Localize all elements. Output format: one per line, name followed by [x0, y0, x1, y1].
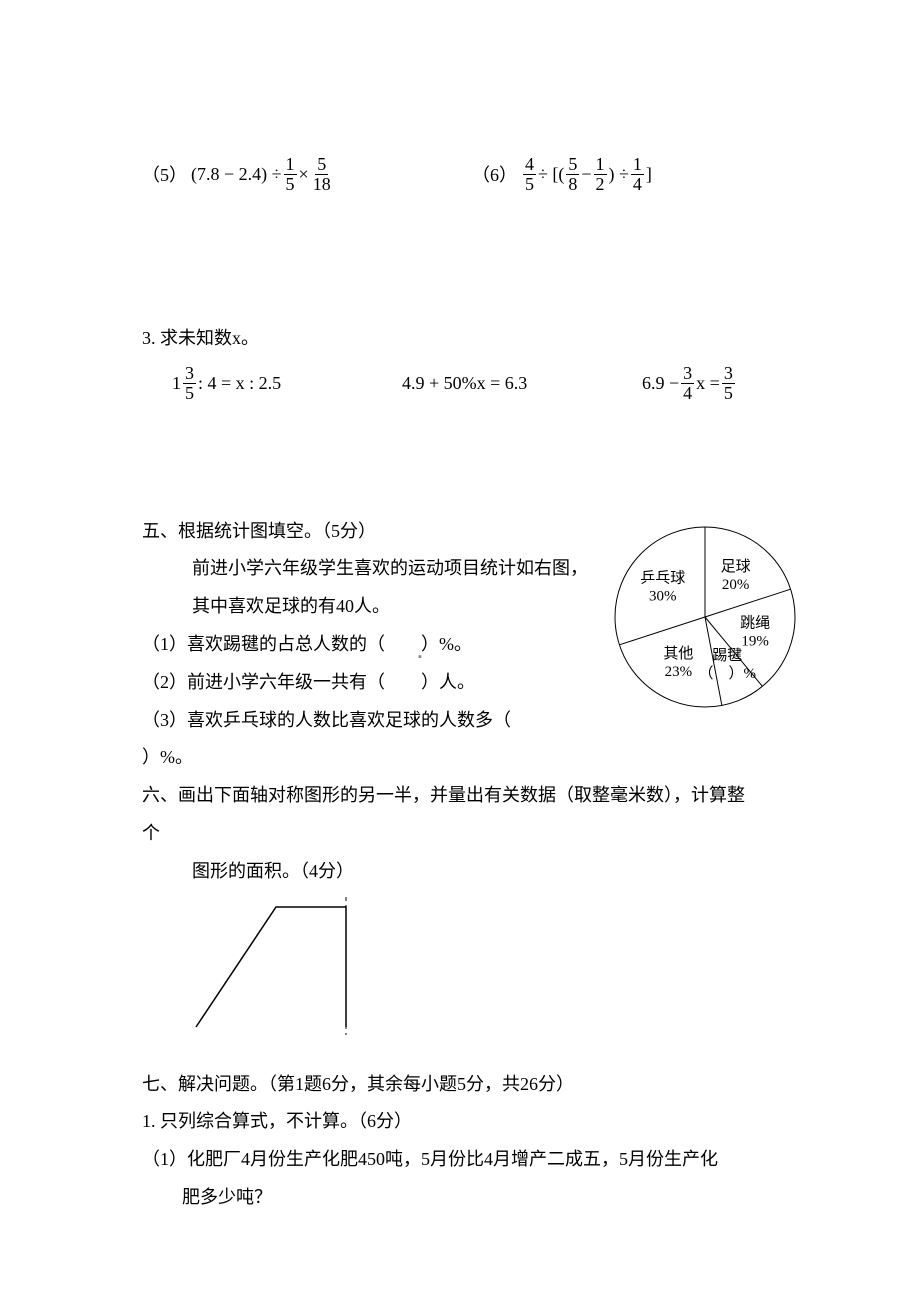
eq5-label: （5）: [142, 161, 187, 187]
q3-e3-frac2: 3 5: [722, 364, 735, 403]
eq6-frac2: 5 8: [566, 155, 579, 194]
svg-text:30%: 30%: [649, 588, 677, 604]
pie-svg: 足球 20% 跳绳 19%踢毽（ ）% 其他 23% 乒乓球 30%: [610, 512, 810, 722]
eq5-pre: (7.8 − 2.4) ÷: [191, 164, 282, 185]
eq6-frac3: 1 2: [594, 155, 607, 194]
q3-e3: 6.9 − 3 4 x = 3 5: [642, 364, 737, 403]
svg-text:其他: 其他: [663, 645, 693, 662]
eq6-frac4: 1 4: [631, 155, 644, 194]
svg-text:23%: 23%: [665, 664, 693, 680]
eq5-frac2: 5 18: [311, 155, 333, 194]
eq6-m1: ÷ [(: [538, 164, 564, 185]
svg-text:足球: 足球: [721, 558, 751, 575]
section-7: 七、解决问题。（第1题6分，其余每小题5分，共26分） 1. 只列综合算式，不计…: [142, 1066, 790, 1217]
sec7-q1b: 肥多少吨？: [142, 1179, 790, 1217]
eq6-expr: 4 5 ÷ [( 5 8 − 1 2 ) ÷ 1 4 ]: [521, 155, 652, 194]
sec6-l1: 六、画出下面轴对称图形的另一半，并量出有关数据（取整毫米数），计算整: [142, 777, 790, 815]
eq5-expr: (7.8 − 2.4) ÷ 1 5 × 5 18: [191, 155, 335, 194]
eq6-m2: −: [581, 164, 591, 185]
center-mark: ▪: [418, 651, 422, 663]
svg-text:跳绳: 跳绳: [740, 615, 770, 632]
section-6: 六、画出下面轴对称图形的另一半，并量出有关数据（取整毫米数），计算整 个 图形的…: [142, 777, 790, 890]
svg-text:踢毽: 踢毽: [712, 647, 742, 664]
sec7-q1h: 1. 只列综合算式，不计算。（6分）: [142, 1103, 790, 1141]
svg-text:乒乓球: 乒乓球: [640, 569, 685, 586]
eq6-label: （6）: [472, 161, 517, 187]
eq5-mid: ×: [299, 164, 309, 185]
equation-5: （5） (7.8 − 2.4) ÷ 1 5 × 5 18: [142, 155, 472, 194]
trapezoid-svg: [186, 897, 356, 1037]
q3-equations: 1 3 5 : 4 = x : 2.5 4.9 + 50%x = 6.3 6.9…: [172, 364, 790, 403]
sec6-l3: 图形的面积。（4分）: [142, 853, 790, 891]
eq6-end: ]: [646, 164, 652, 185]
eq6-frac1: 4 5: [523, 155, 536, 194]
eq5-frac1: 1 5: [284, 155, 297, 194]
sec7-q1a: （1）化肥厂4月份生产化肥450吨，5月份比4月增产二成五，5月份生产化: [142, 1141, 790, 1179]
q3-e2: 4.9 + 50%x = 6.3: [402, 364, 642, 403]
page: （5） (7.8 − 2.4) ÷ 1 5 × 5 18 （6） 4 5: [0, 0, 920, 1302]
q3-heading: 3. 求未知数x。: [142, 324, 790, 350]
sec6-l2: 个: [142, 815, 790, 853]
svg-text:19%: 19%: [741, 634, 769, 650]
q3-e1-frac: 3 5: [183, 364, 196, 403]
sec5-q3b: ）%。: [142, 739, 790, 777]
sec7-heading: 七、解决问题。（第1题6分，其余每小题5分，共26分）: [142, 1066, 790, 1104]
equation-6: （6） 4 5 ÷ [( 5 8 − 1 2 ) ÷ 1: [472, 155, 652, 194]
q3-e1: 1 3 5 : 4 = x : 2.5: [172, 364, 402, 403]
trapezoid-figure: [186, 897, 790, 1042]
q3-e3-frac1: 3 4: [681, 364, 694, 403]
svg-text:（ ）%: （ ）%: [698, 665, 756, 682]
svg-text:20%: 20%: [722, 577, 750, 593]
pie-chart: 足球 20% 跳绳 19%踢毽（ ）% 其他 23% 乒乓球 30%: [610, 512, 810, 727]
eq6-m3: ) ÷: [609, 164, 629, 185]
equations-5-6-row: （5） (7.8 − 2.4) ÷ 1 5 × 5 18 （6） 4 5: [142, 155, 790, 194]
